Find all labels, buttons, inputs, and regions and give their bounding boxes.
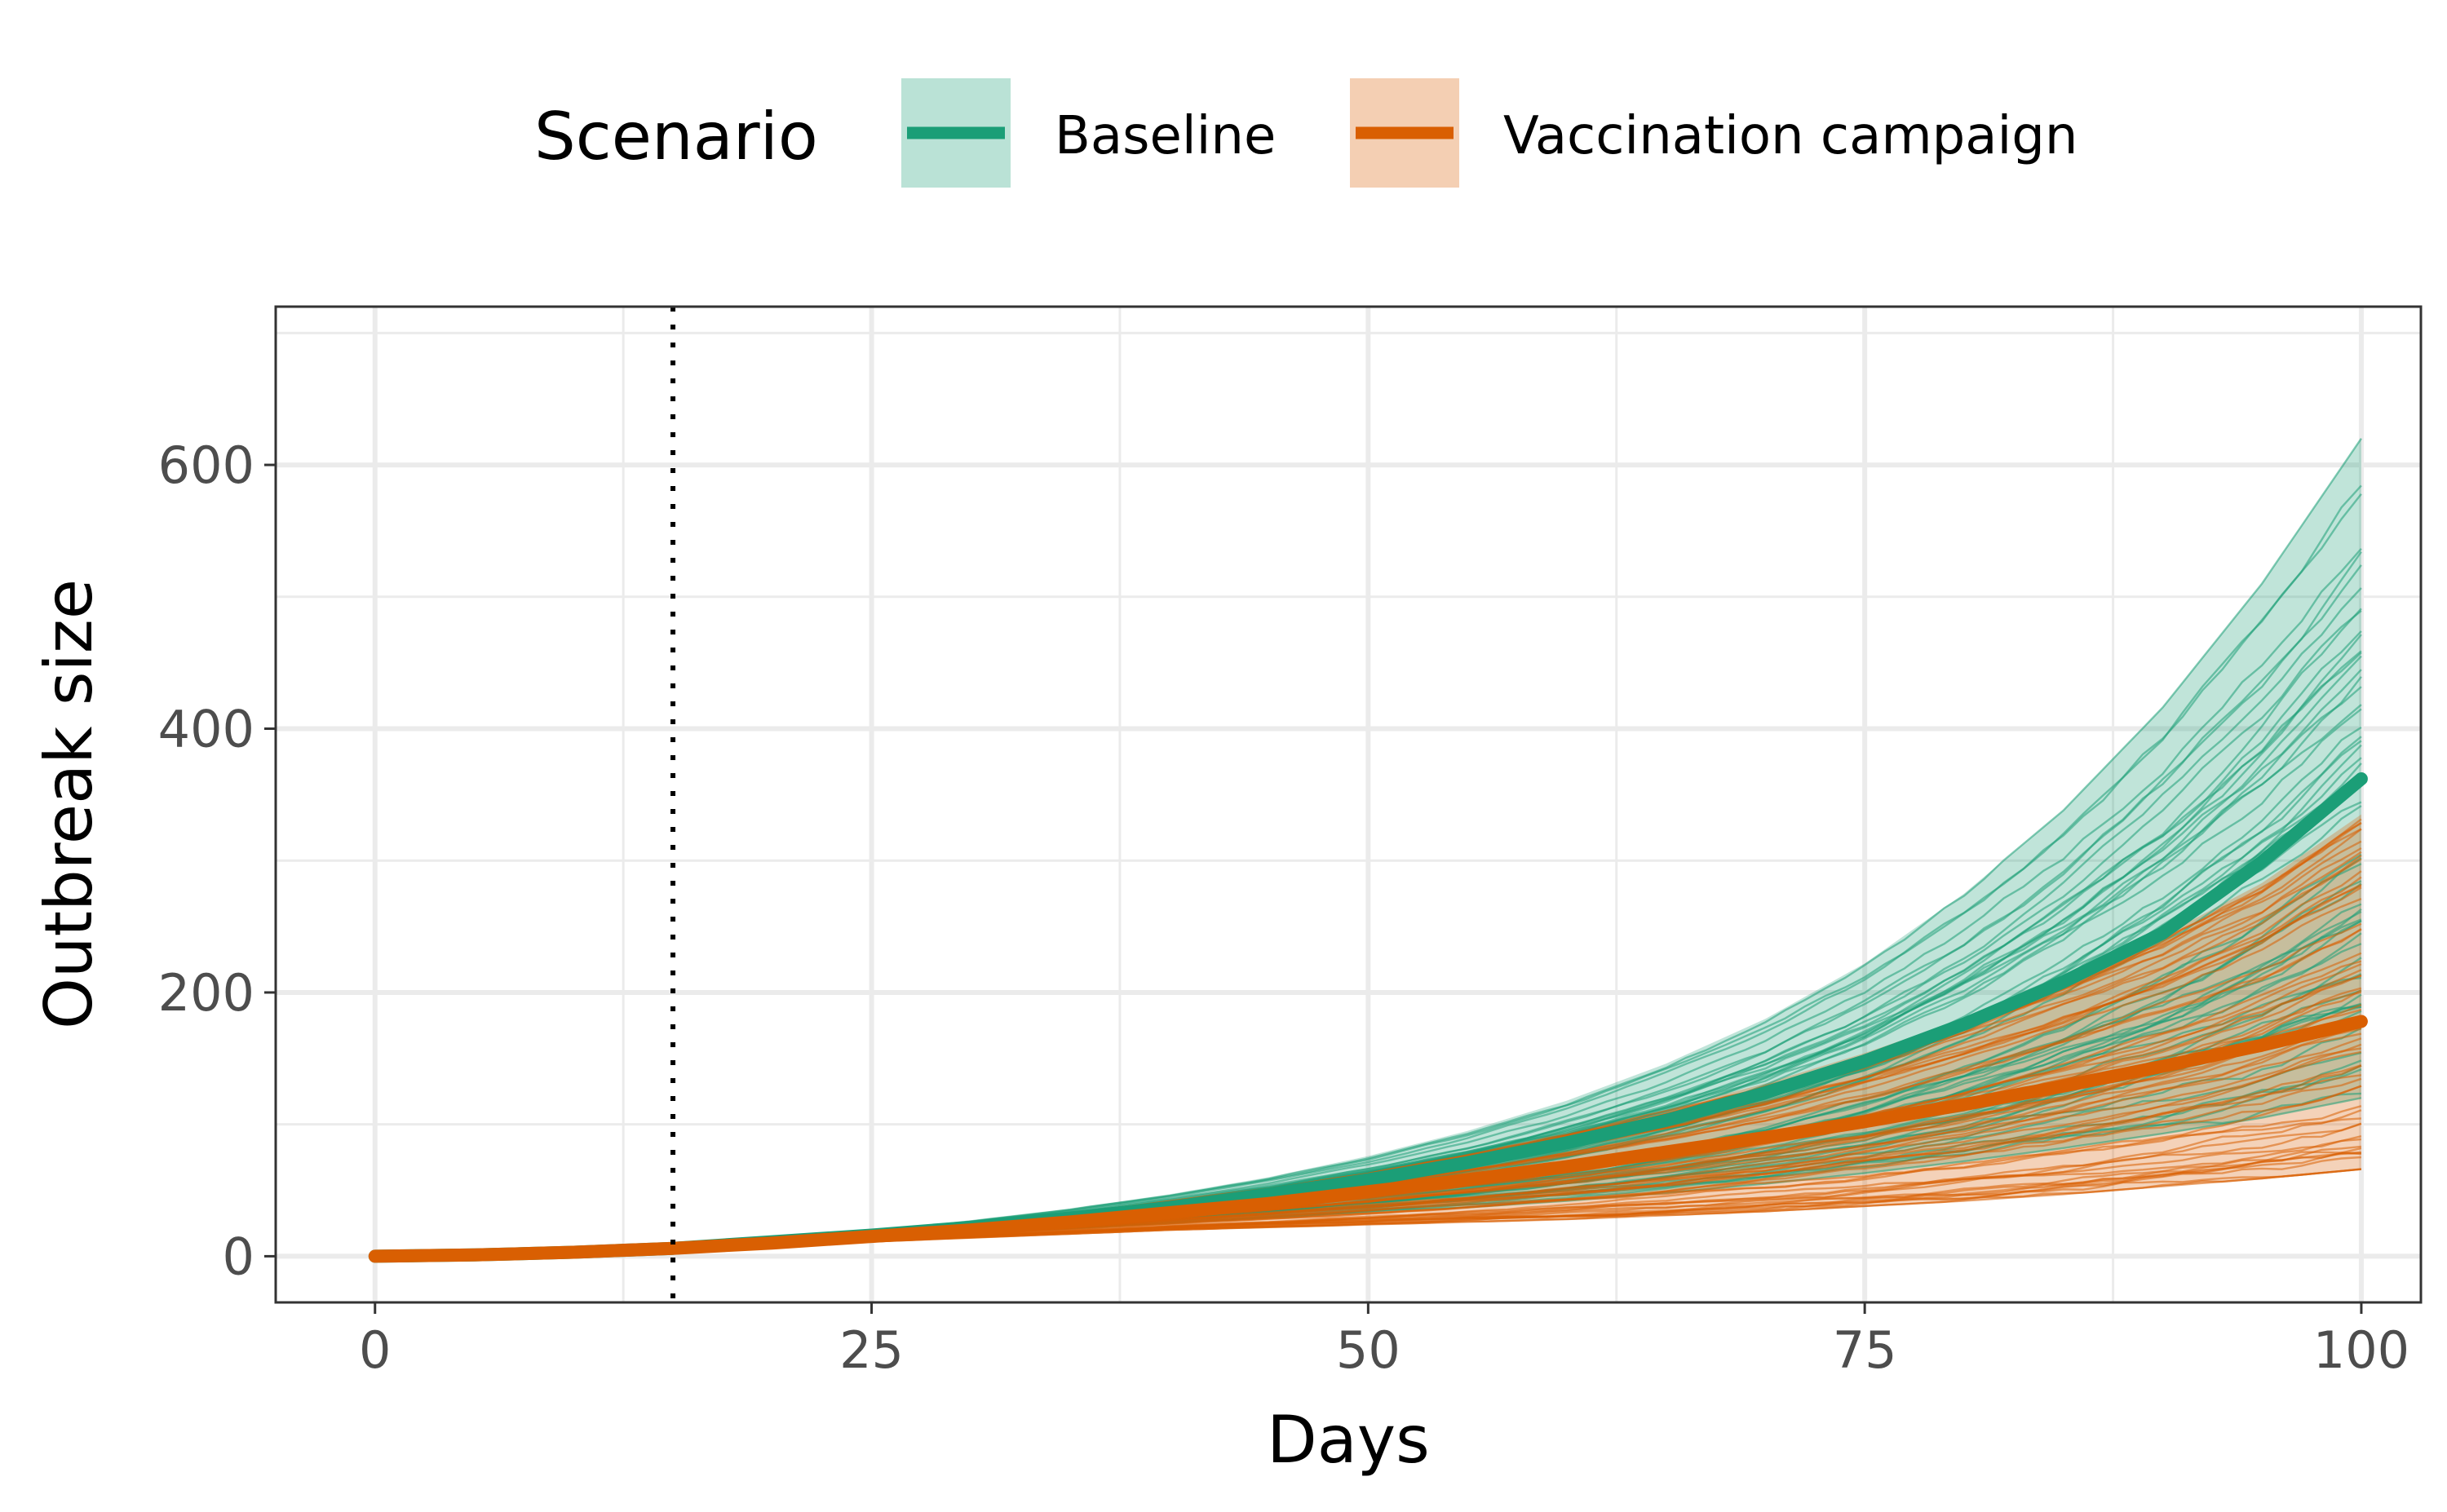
y-axis-title: Outbreak size <box>31 579 107 1029</box>
y-tick-label: 400 <box>158 700 254 759</box>
x-tick-label: 100 <box>2313 1320 2409 1380</box>
y-tick-label: 0 <box>223 1227 254 1286</box>
legend-label-vaccination: Vaccination campaign <box>1503 106 2078 166</box>
y-tick-label: 600 <box>158 435 254 495</box>
legend: Scenario Baseline Vaccination campaign <box>534 78 2078 188</box>
plot-area <box>368 438 2368 1263</box>
legend-title: Scenario <box>534 99 818 175</box>
x-axis-title: Days <box>1267 1402 1430 1478</box>
x-tick-label: 50 <box>1336 1320 1400 1380</box>
y-axis: 0 200 400 600 <box>158 435 276 1286</box>
x-tick-label: 0 <box>359 1320 391 1380</box>
x-tick-label: 25 <box>839 1320 904 1380</box>
ribbon-baseline <box>374 438 2361 1257</box>
plot-panel-border <box>274 305 2423 1304</box>
y-tick-label: 200 <box>158 963 254 1023</box>
legend-label-baseline: Baseline <box>1055 106 1276 166</box>
x-tick-label: 75 <box>1833 1320 1897 1380</box>
x-axis: 0 25 50 75 100 <box>359 1302 2409 1380</box>
median-line-vaccination <box>368 1015 2368 1263</box>
